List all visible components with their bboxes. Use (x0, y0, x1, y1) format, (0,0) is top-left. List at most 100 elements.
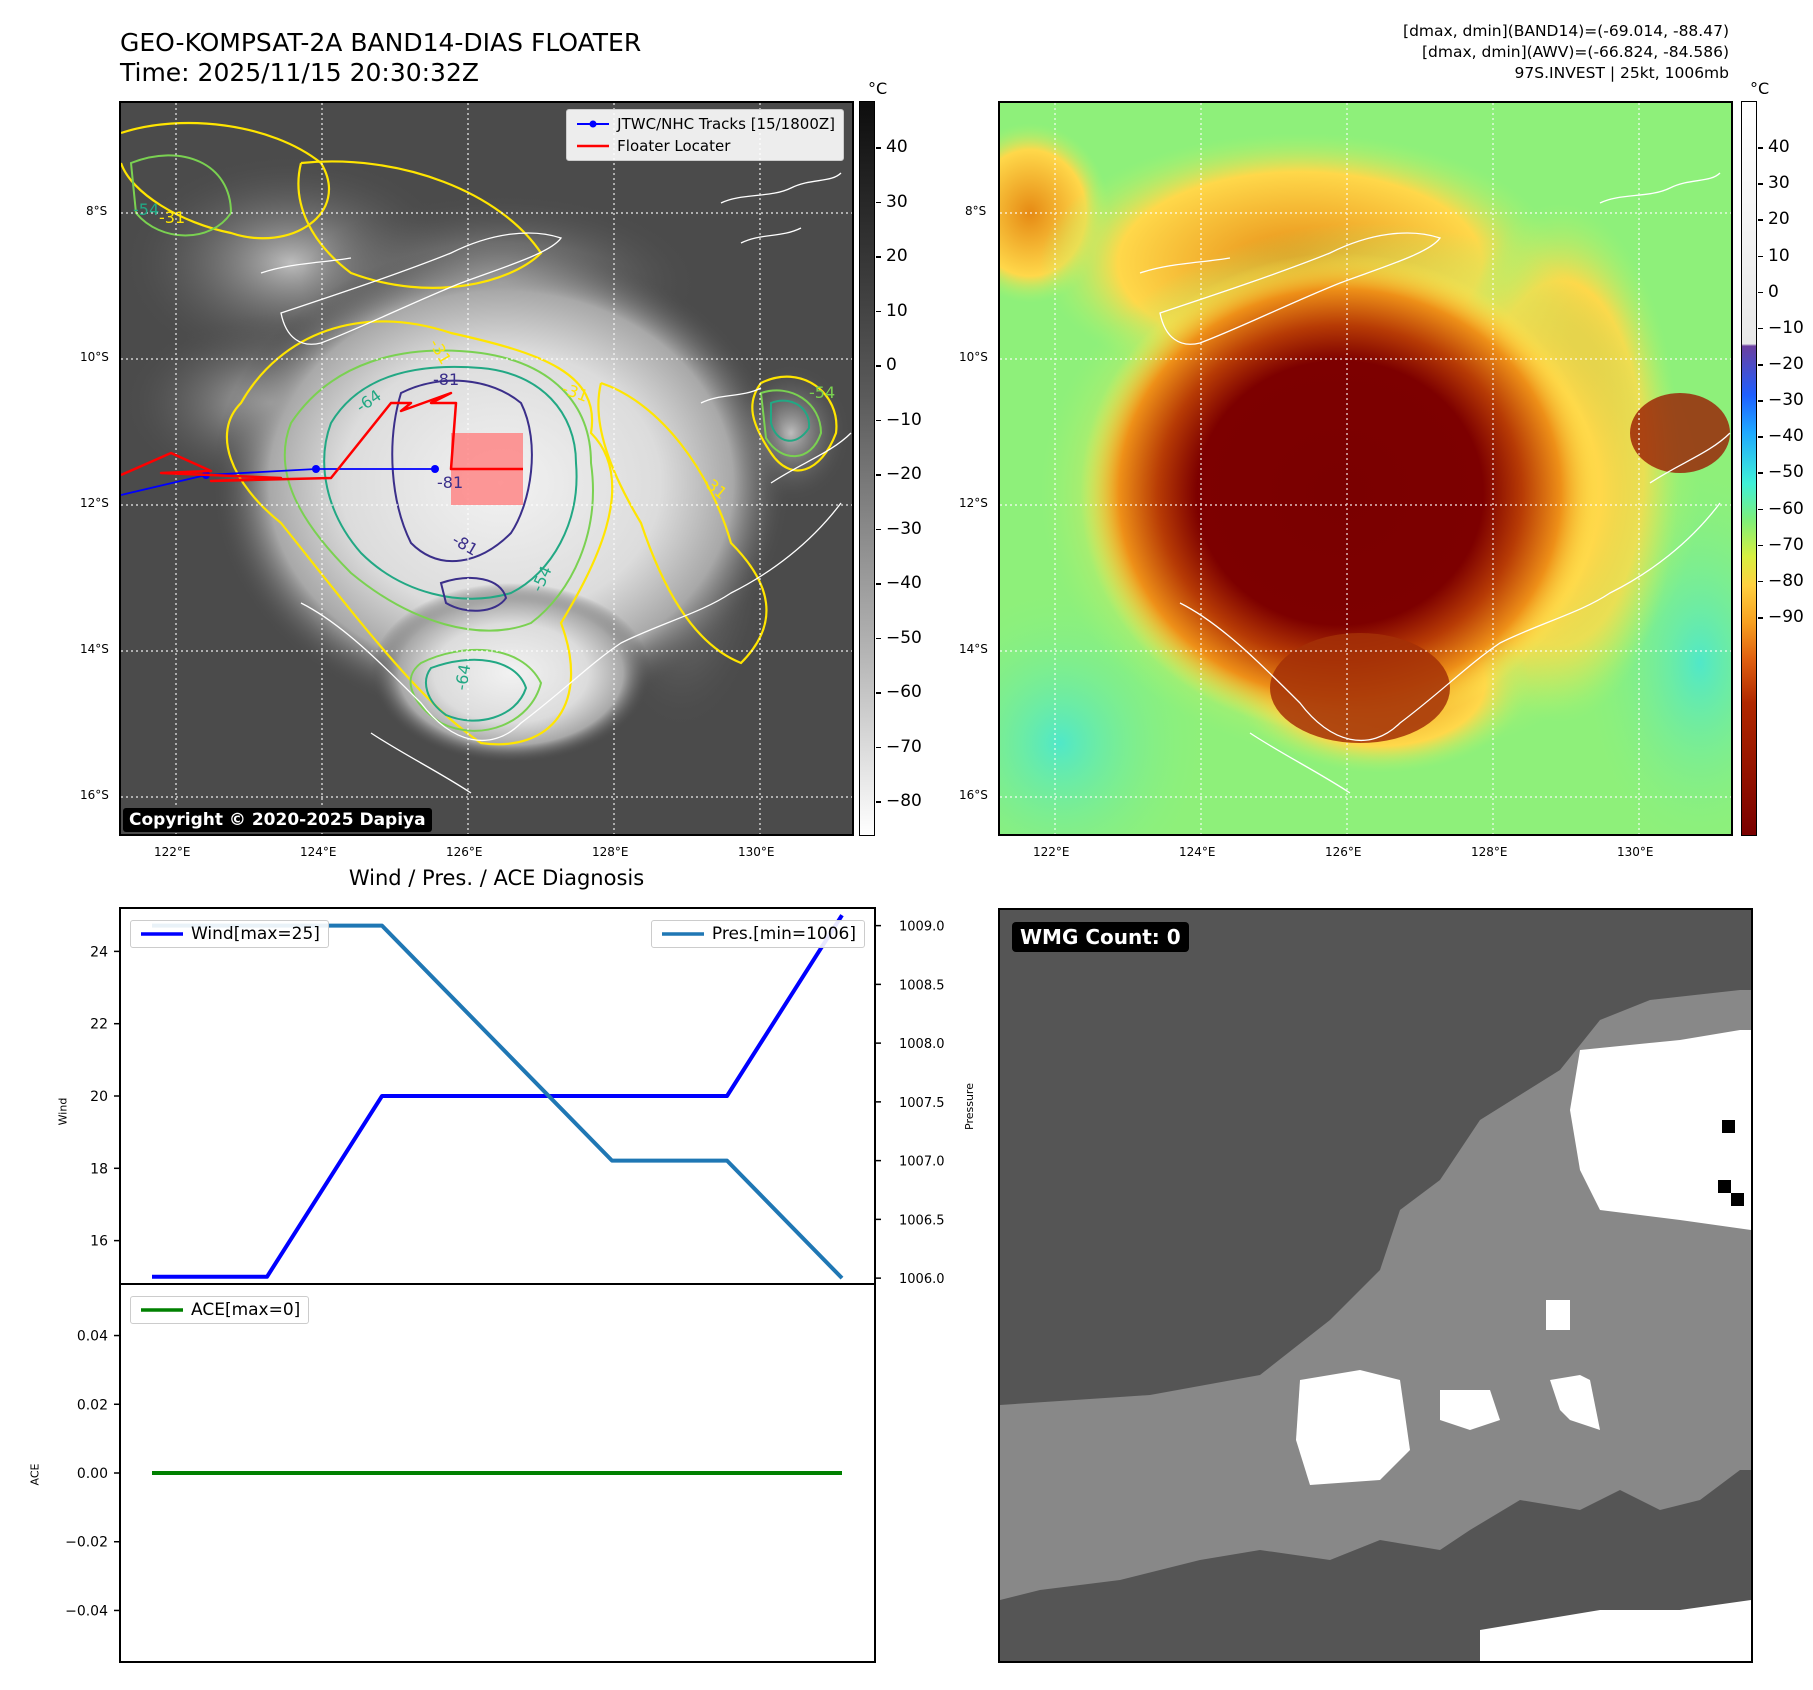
wind-series-line (152, 914, 844, 1279)
colorbar-tick-mark (876, 201, 881, 204)
pressure-series-line (152, 923, 844, 1280)
ace-ytick-label: −0.04 (65, 1603, 108, 1619)
contour-label: -31 (159, 208, 185, 227)
lon-label: 126°E (446, 845, 483, 859)
contour-31 (121, 121, 838, 746)
colorbar-tick-label: 0 (886, 355, 897, 376)
track-point (312, 465, 320, 473)
colorbar-tick-label: 10 (1768, 245, 1790, 266)
colorbar-tick-mark (1758, 364, 1763, 366)
copyright-badge: Copyright © 2020-2025 Dapiya (123, 808, 432, 832)
colorbar-tick-label: 20 (886, 246, 908, 267)
contour-81 (391, 379, 533, 612)
contour-label: -54 (133, 200, 159, 219)
colorbar-tick-mark (876, 310, 881, 313)
ace-ytick-label: −0.02 (65, 1535, 108, 1551)
legend-floater-swatch (577, 144, 610, 148)
contour-label: -81 (433, 370, 459, 389)
colorbar-tick-mark (876, 692, 881, 694)
pressure-ytick-label: 1008.5 (899, 978, 945, 993)
colorbar-tick-label: 0 (1768, 281, 1779, 302)
awv-coastlines (1139, 172, 1731, 794)
colorbar-tick-mark (1758, 436, 1763, 438)
colorbar-tick-mark (876, 637, 881, 640)
lat-label: 8°S (965, 204, 987, 218)
wind-legend-label: Wind[max=25] (191, 924, 320, 944)
track-point (431, 465, 439, 473)
wind-ytick-label: 16 (90, 1234, 108, 1250)
awv-gridlines (1000, 103, 1731, 834)
lon-label: 124°E (300, 845, 337, 859)
colorbar-tick-label: −60 (1768, 498, 1804, 519)
colorbar-tick-label: 30 (1768, 173, 1790, 194)
wind-legend-swatch (141, 932, 183, 936)
colorbar-tick-mark (1758, 617, 1763, 619)
colorbar-tick-mark (876, 583, 881, 585)
colorbar-tick-label: −80 (1768, 570, 1804, 591)
wmg-panel: WMG Count: 0 (998, 908, 1753, 1663)
info-band14: [dmax, dmin](BAND14)=(-69.014, -88.47) (1403, 22, 1729, 40)
wind-axis-label: Wind (56, 1097, 70, 1126)
colorbar-tick-label: −20 (1768, 354, 1804, 374)
info-storm: 97S.INVEST | 25kt, 1006mb (1514, 64, 1729, 82)
contour-64 (323, 365, 811, 722)
colorbar-tick-mark (1758, 544, 1763, 547)
colorbar-tick-label: −70 (886, 736, 922, 757)
colorbar-tick-mark (876, 474, 881, 476)
colorbar-tick-label: 10 (886, 300, 908, 321)
colorbar-tick-label: 20 (1768, 209, 1790, 230)
contour-label: -81 (437, 473, 463, 492)
legend-floater-label: Floater Locater (617, 137, 731, 155)
lat-label: 10°S (80, 350, 109, 364)
wind-legend: Wind[max=25] (130, 920, 329, 948)
lon-label: 128°E (1471, 845, 1508, 859)
wmg-black-cells (1718, 1120, 1744, 1206)
ace-legend-label: ACE[max=0] (191, 1300, 301, 1320)
lon-label: 124°E (1179, 845, 1216, 859)
chart-timestamp: Time: 2025/11/15 20:30:32Z (120, 58, 479, 87)
colorbar-tick-mark (1758, 147, 1763, 149)
colorbar-tick-mark (876, 256, 881, 258)
band14-colorbar (859, 101, 875, 836)
lat-label: 14°S (80, 642, 109, 656)
wmg-count-badge: WMG Count: 0 (1012, 922, 1189, 952)
colorbar-tick-mark (1758, 400, 1763, 402)
lon-label: 128°E (592, 845, 629, 859)
lat-label: 12°S (959, 496, 988, 510)
lon-label: 126°E (1325, 845, 1362, 859)
pressure-ytick-label: 1006.0 (899, 1272, 945, 1287)
colorbar-tick-mark (1758, 219, 1763, 221)
awv-map-panel (998, 101, 1733, 836)
colorbar-tick-mark (1758, 255, 1763, 258)
pressure-legend-label: Pres.[min=1006] (711, 924, 856, 944)
wmg-light-gray-region (1000, 990, 1751, 1661)
floater-locater-line (121, 391, 523, 483)
pressure-ytick-label: 1007.0 (899, 1155, 945, 1170)
band14-map: -31 -54 -64 -81 -81 -81 -64 -54 -31 -31 … (121, 103, 852, 834)
diagnosis-title: Wind / Pres. / ACE Diagnosis (348, 866, 645, 890)
colorbar-tick-label: −50 (886, 627, 922, 648)
colorbar-tick-label: −10 (1768, 317, 1804, 338)
colorbar-tick-mark (876, 419, 881, 422)
colorbar-tick-mark (1758, 327, 1763, 330)
band14-colorbar-unit: °C (868, 79, 888, 98)
colorbar-tick-mark (876, 528, 881, 531)
colorbar-tick-label: 30 (886, 191, 908, 212)
pressure-axis-label: Pressure (962, 1083, 976, 1130)
colorbar-tick-mark (876, 746, 881, 749)
wind-pressure-axes-frame (119, 907, 876, 1285)
colorbar-tick-label: −60 (886, 682, 922, 703)
wind-ytick-label: 18 (90, 1161, 108, 1177)
wind-ytick-label: 22 (90, 1017, 108, 1033)
colorbar-tick-label: −20 (886, 464, 922, 485)
colorbar-tick-label: −10 (886, 409, 922, 430)
pressure-ytick-label: 1006.5 (899, 1213, 945, 1228)
ace-axes-frame (119, 1283, 876, 1663)
awv-colorbar-unit: °C (1750, 79, 1770, 98)
wind-ytick-label: 24 (90, 944, 108, 960)
colorbar-tick-label: 40 (1768, 137, 1790, 158)
band14-map-panel: -31 -54 -64 -81 -81 -81 -64 -54 -31 -31 … (119, 101, 854, 836)
colorbar-tick-label: −70 (1768, 534, 1804, 555)
ace-axis-label: ACE (28, 1463, 42, 1486)
colorbar-tick-label: 40 (886, 137, 908, 158)
